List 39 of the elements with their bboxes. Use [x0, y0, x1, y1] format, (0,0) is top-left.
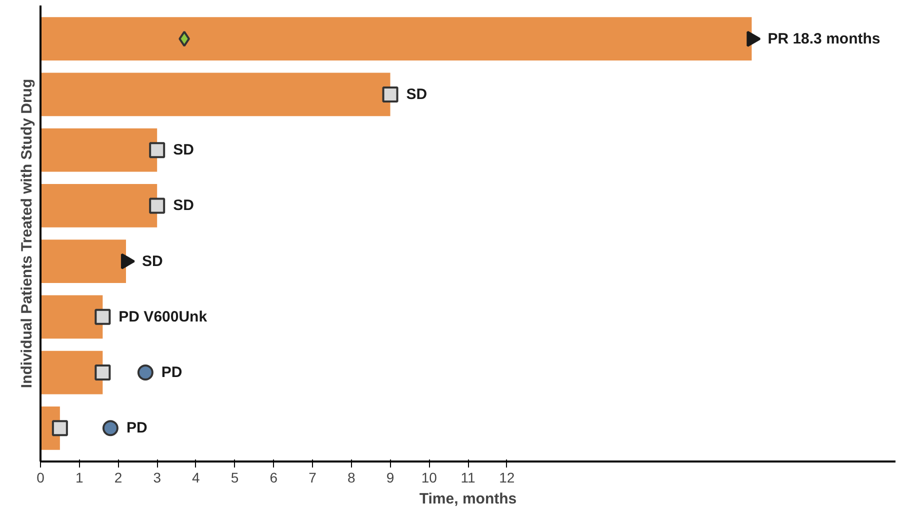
bar — [40, 17, 752, 61]
data-label: SD — [173, 142, 194, 159]
point — [94, 308, 111, 325]
y-axis-title: Individual Patients Treated with Study Drug — [18, 78, 36, 388]
bar — [40, 72, 390, 116]
x-tick-label: 9 — [386, 470, 394, 486]
point — [149, 198, 166, 214]
point — [52, 420, 68, 436]
x-tick-label: 5 — [230, 470, 239, 486]
x-axis-title: Time, months — [419, 490, 517, 508]
point — [102, 420, 118, 436]
x-tick-label: 12 — [499, 470, 515, 486]
x-tick-label: 8 — [348, 470, 356, 486]
bar — [40, 128, 158, 172]
x-tick-label: 3 — [153, 470, 162, 486]
data-label: SD — [406, 86, 428, 103]
point — [746, 30, 761, 47]
data-label: PD — [161, 364, 182, 382]
x-tick-label: 7 — [308, 470, 317, 486]
x-tick-label: 6 — [270, 470, 278, 486]
x-tick-label: 10 — [421, 470, 438, 486]
x-tick-label: 2 — [114, 470, 122, 486]
point — [382, 86, 398, 102]
point — [137, 364, 154, 381]
data-label: PR 18.3 months — [768, 30, 880, 48]
bar — [40, 184, 158, 228]
x-tick-label: 11 — [460, 470, 476, 486]
point — [149, 142, 166, 158]
x-tick-label: 4 — [192, 470, 200, 486]
bar — [40, 295, 103, 339]
data-label: SD — [173, 197, 194, 214]
bar — [40, 240, 126, 283]
point — [94, 364, 111, 381]
data-label: PD — [126, 420, 148, 437]
data-label: PD V600Unk — [118, 308, 208, 326]
bar — [40, 350, 103, 394]
x-tick-label: 1 — [75, 470, 84, 486]
x-tick-label: 0 — [36, 470, 45, 486]
data-label: SD — [142, 252, 164, 270]
